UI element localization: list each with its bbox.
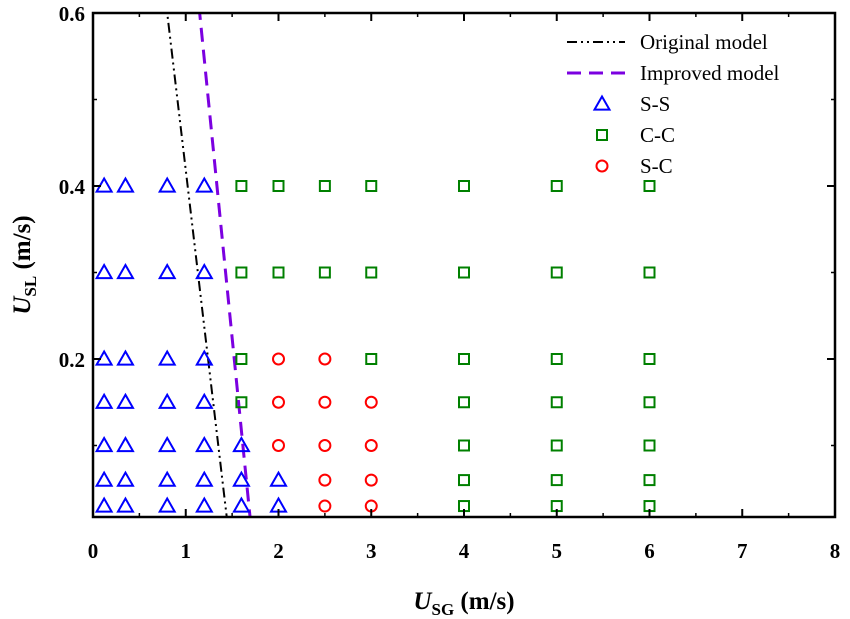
c-c-point xyxy=(235,266,248,279)
y-tick-label: 0.4 xyxy=(59,175,86,199)
c-c-point xyxy=(643,396,656,409)
s-c-point xyxy=(364,473,378,487)
c-c-point xyxy=(550,396,563,409)
c-c-point xyxy=(550,180,563,192)
legend-label: C-C xyxy=(640,123,675,147)
c-c-point xyxy=(365,266,378,279)
s-c-point xyxy=(364,395,378,409)
s-s-point xyxy=(116,435,135,453)
x-tick-label: 0 xyxy=(88,539,99,563)
s-s-point xyxy=(195,435,214,453)
s-s-point xyxy=(157,392,177,409)
legend-marker xyxy=(592,94,612,111)
legend-label: Improved model xyxy=(640,61,780,85)
c-c-point xyxy=(458,439,470,452)
x-axis-title: USG (m/s) xyxy=(413,588,514,619)
c-c-point xyxy=(272,180,285,192)
s-s-point xyxy=(94,435,114,453)
c-c-point xyxy=(643,353,656,365)
s-c-point xyxy=(272,439,285,452)
s-s-point xyxy=(232,470,251,487)
s-s-point xyxy=(195,392,214,409)
s-c-point xyxy=(318,499,332,513)
s-s-point xyxy=(157,262,177,280)
s-s-point xyxy=(195,349,214,366)
c-c-point xyxy=(235,180,248,192)
s-c-point xyxy=(272,395,285,409)
c-c-point xyxy=(550,353,563,365)
c-c-point xyxy=(643,266,656,279)
c-c-point xyxy=(458,180,470,192)
c-c-point xyxy=(458,353,470,365)
s-c-point xyxy=(318,473,332,487)
s-s-point xyxy=(116,262,135,280)
legend-marker xyxy=(596,129,608,141)
y-axis-title: USL (m/s) xyxy=(9,215,40,314)
c-c-point xyxy=(365,180,378,192)
x-tick-label: 3 xyxy=(366,539,377,563)
s-s-point xyxy=(94,262,114,280)
s-s-point xyxy=(116,349,135,366)
c-c-point xyxy=(272,266,285,279)
x-tick-label: 4 xyxy=(459,539,470,563)
c-c-point xyxy=(318,266,331,279)
c-c-point xyxy=(318,180,331,192)
s-s-point xyxy=(195,176,214,193)
s-s-point xyxy=(94,470,114,487)
legend-label: Original model xyxy=(640,30,768,54)
c-c-point xyxy=(643,474,656,487)
s-s-point xyxy=(157,176,177,193)
s-s-point xyxy=(116,176,135,193)
c-c-point xyxy=(550,439,563,452)
plot-area xyxy=(94,13,656,517)
s-c-point xyxy=(364,439,378,452)
c-c-point xyxy=(458,266,470,279)
c-c-point xyxy=(643,180,656,192)
y-tick-label: 0.6 xyxy=(59,2,85,26)
s-s-point xyxy=(94,392,114,409)
s-s-point xyxy=(195,262,214,280)
s-c-point xyxy=(318,352,332,366)
c-c-point xyxy=(550,266,563,279)
s-s-point xyxy=(116,392,135,409)
s-s-point xyxy=(269,470,288,487)
s-s-point xyxy=(157,349,177,366)
legend-marker xyxy=(595,159,609,173)
s-s-point xyxy=(116,470,135,487)
c-c-point xyxy=(235,353,248,365)
s-s-point xyxy=(195,496,214,513)
s-s-point xyxy=(157,470,177,487)
axes: 0 1 2 3 4 5 6 7 8 0.2 0.4 0.6 USG (m/s) USL (m/s) xyxy=(9,2,840,619)
s-s-point xyxy=(157,496,177,513)
s-s-point xyxy=(116,496,135,513)
legend-label: S-C xyxy=(640,154,673,178)
c-c-point xyxy=(365,353,378,365)
y-tick-label: 0.2 xyxy=(59,348,85,372)
s-s-point xyxy=(232,435,251,453)
improved-model-line xyxy=(198,13,252,517)
s-s-point xyxy=(94,496,114,513)
c-c-point xyxy=(550,474,563,487)
s-c-point xyxy=(272,352,285,366)
s-c-point xyxy=(318,439,332,452)
x-tick-label: 7 xyxy=(737,539,748,563)
c-c-point xyxy=(643,439,656,452)
c-c-point xyxy=(235,396,248,409)
x-tick-label: 8 xyxy=(830,539,841,563)
s-s-point xyxy=(195,470,214,487)
x-tick-label: 5 xyxy=(552,539,563,563)
c-c-point xyxy=(458,396,470,409)
s-s-point xyxy=(157,435,177,453)
legend: Original model Improved model S-S C-C S-C xyxy=(567,30,780,178)
legend-label: S-S xyxy=(640,92,670,116)
c-c-point xyxy=(458,474,470,487)
s-s-point xyxy=(232,496,251,513)
x-tick-label: 6 xyxy=(644,539,655,563)
s-c-point xyxy=(318,395,332,409)
original-model-line xyxy=(166,13,228,517)
x-tick-label: 1 xyxy=(181,539,192,563)
x-tick-label: 2 xyxy=(273,539,284,563)
